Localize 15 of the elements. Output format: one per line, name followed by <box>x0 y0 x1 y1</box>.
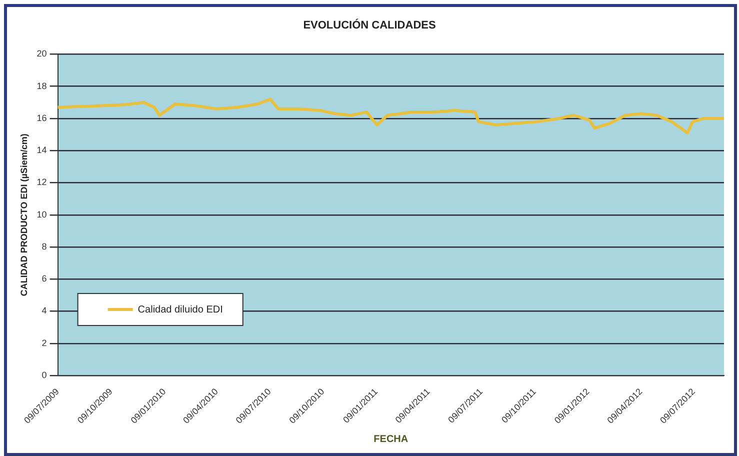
y-tick-label: 10 <box>36 209 47 220</box>
y-tick-label: 6 <box>42 274 47 284</box>
y-tick-label: 16 <box>36 112 47 123</box>
y-tick-label: 14 <box>36 145 47 156</box>
chart-title: EVOLUCIÓN CALIDADES <box>303 18 436 32</box>
y-axis-title: CALIDAD PRODUCTO EDI (µSiem/cm) <box>18 134 29 296</box>
y-tick-label: 4 <box>42 306 47 316</box>
y-tick-label: 2 <box>42 338 47 348</box>
x-axis-title: FECHA <box>374 434 408 445</box>
y-tick-label: 12 <box>36 177 47 188</box>
y-tick-label: 0 <box>42 370 47 380</box>
legend-label: Calidad diluido EDI <box>138 304 223 316</box>
y-tick-label: 8 <box>42 241 47 252</box>
y-tick-label: 18 <box>36 80 47 91</box>
y-tick-label: 20 <box>36 48 47 59</box>
